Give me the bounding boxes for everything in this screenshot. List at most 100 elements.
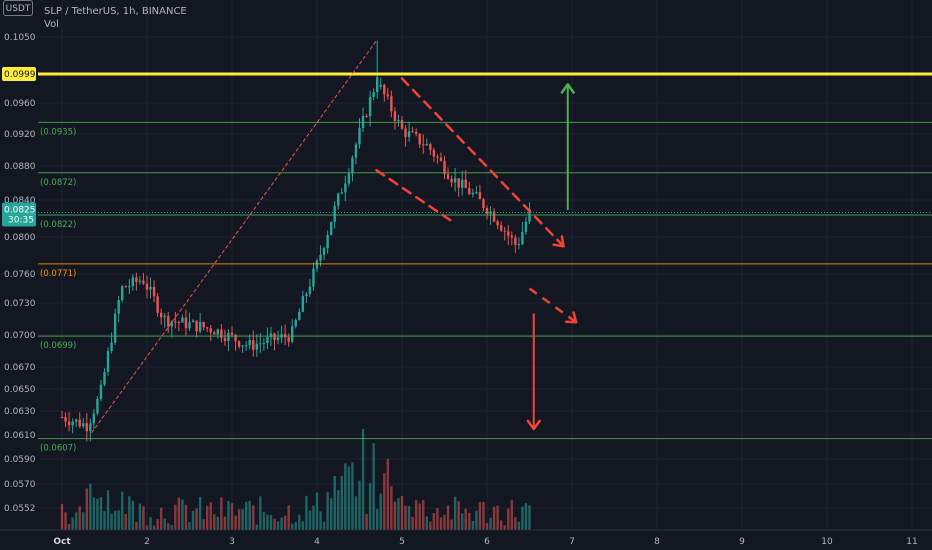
fib-level-label: (0.0935) [40,127,76,137]
channel-top-line [400,77,565,248]
volume-bar [312,505,315,530]
candle-body [85,423,88,432]
volume-bar [361,428,365,530]
volume-bar [110,513,113,530]
volume-bar [485,523,489,530]
candle-body [404,128,407,137]
volume-bar [262,511,266,530]
candle-body [291,326,294,342]
volume-bar [276,521,280,530]
volume-bar [418,503,421,530]
volume-label: Vol [44,19,59,30]
candle-body [499,225,503,231]
volume-bar [248,500,251,530]
candle-body [322,248,326,255]
volume-bar [167,523,170,530]
candle-body [425,144,428,146]
candle-body [326,234,329,249]
candle-body [478,192,482,200]
candle-body [138,280,142,282]
volume-bar [457,501,460,530]
volume-bar [287,505,290,530]
volume-bar [67,523,71,530]
volume-bar [64,512,67,530]
price-tick-label: 0.0800 [4,233,36,243]
candle-body [439,157,443,161]
volume-bar [492,506,496,530]
volume-bar [524,502,528,530]
volume-bar [386,458,390,530]
volume-bar [404,505,407,530]
candle-body [411,131,414,133]
volume-bar [468,513,471,530]
price-tick-label: 0.0960 [4,99,36,109]
volume-bar [230,503,234,530]
price-tick-label: 0.0630 [4,407,36,417]
time-tick-label: 10 [821,537,833,547]
fib-level-label: (0.0699) [40,341,76,351]
candle-body [82,423,85,427]
volume-bar [291,523,294,530]
volume-bar [478,501,482,530]
volume-bar [315,492,319,530]
candle-body [471,192,475,195]
candle-body [347,173,351,184]
volume-bar [347,466,351,530]
volume-bar [344,463,347,530]
volume-bar [213,514,216,530]
volume-bar [124,513,127,530]
volume-bar [191,510,195,530]
candle-body [177,321,181,323]
candle-body [514,237,517,245]
volume-bar [517,521,521,530]
volume-bar [117,510,120,530]
price-tick-label: 0.0920 [4,130,36,140]
volume-bar [489,517,492,530]
candle-body [524,221,528,233]
currency-badge[interactable]: USDT [3,0,33,16]
candle-body [450,178,453,183]
candle-body [206,327,209,329]
current-price-tag [2,202,36,227]
volume-bar [351,462,354,530]
time-tick-label: 4 [314,537,320,547]
fib-level-label: (0.0607) [40,444,76,454]
candle-body [305,293,308,297]
volume-bar [145,525,149,530]
candle-body [96,398,99,414]
volume-bar [333,475,336,530]
volume-bar [237,509,241,530]
volume-bar [106,490,110,530]
volume-bar [174,504,177,530]
candle-body [489,211,492,214]
candle-body [503,230,506,232]
volume-bar [184,504,188,530]
candle-body [492,211,496,222]
volume-bar [453,496,457,530]
candle-body [106,350,110,372]
channel-top-arrowhead [552,235,565,248]
candle-body [266,337,269,344]
volume-bar [280,517,283,530]
candle-body [237,341,241,347]
candle-body [337,193,340,206]
candle-body [422,144,425,146]
candle-body [103,371,106,385]
volume-bar [450,519,453,530]
fib-level-label: (0.0771) [40,269,76,279]
volume-bar [85,488,88,530]
candle-body [485,208,489,214]
price-tick-label: 0.0730 [4,299,36,309]
candle-body [244,345,248,347]
time-tick-label: 8 [654,537,660,547]
volume-bar [99,496,103,530]
candle-body [64,417,67,422]
candle-body [351,157,354,174]
candle-body [131,277,135,287]
candle-body [113,313,117,343]
volume-bar [329,498,333,530]
candle-body [149,286,152,290]
volume-bar [89,483,92,530]
candle-body [521,232,524,245]
